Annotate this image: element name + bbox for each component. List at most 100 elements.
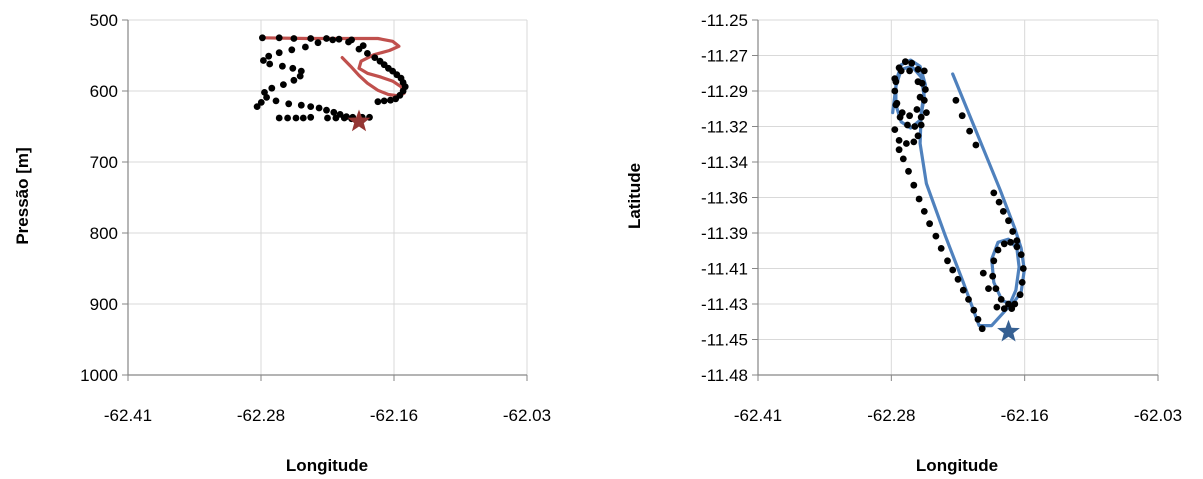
- data-point: [296, 72, 304, 80]
- data-point: [323, 106, 330, 114]
- data-point: [958, 112, 966, 120]
- data-point: [340, 114, 348, 122]
- observation-points: [891, 58, 1027, 333]
- data-point: [387, 96, 394, 104]
- data-point: [1018, 279, 1026, 286]
- data-point: [891, 126, 899, 133]
- data-point: [332, 114, 340, 122]
- tick-labels: 500 600 700 800 900 1000 -62.41 -62.28 -62.16 -62…: [80, 11, 551, 425]
- data-point: [985, 285, 992, 292]
- data-point: [974, 316, 982, 323]
- x-tick-label: -62.28: [237, 406, 285, 425]
- data-point: [965, 296, 972, 303]
- data-point: [916, 93, 924, 101]
- y-tick-label: -11.27: [701, 47, 748, 66]
- y-tick-label: -11.48: [701, 366, 748, 385]
- data-point: [289, 64, 297, 72]
- data-point: [1008, 305, 1016, 312]
- data-point: [970, 306, 978, 314]
- x-tick-label: -62.16: [370, 406, 418, 425]
- data-point: [893, 99, 901, 107]
- data-point: [297, 101, 305, 109]
- data-point: [290, 35, 298, 42]
- y-tick-label: -11.39: [701, 224, 748, 243]
- x-tick-label: -62.03: [503, 406, 551, 425]
- data-point: [903, 140, 910, 147]
- data-point: [260, 57, 267, 64]
- data-point: [1019, 265, 1027, 272]
- data-point: [265, 52, 273, 60]
- data-point: [923, 109, 930, 116]
- data-point: [908, 59, 916, 67]
- data-point: [895, 146, 903, 154]
- pressure-longitude-chart: 500 600 700 800 900 1000 -62.41 -62.28 -62.16 -62…: [13, 11, 551, 475]
- data-point: [364, 50, 371, 57]
- x-axis-title: Longitude: [286, 456, 368, 475]
- data-point: [259, 34, 266, 42]
- axes: [752, 19, 1159, 381]
- data-point: [1013, 243, 1021, 251]
- x-tick-label: -62.41: [734, 406, 782, 425]
- y-tick-label: -11.34: [701, 153, 748, 172]
- data-point: [913, 106, 921, 113]
- data-point: [1005, 217, 1012, 225]
- data-point: [990, 257, 998, 265]
- data-point: [1016, 291, 1024, 299]
- data-point: [263, 94, 270, 101]
- y-tick-label: 700: [90, 153, 118, 172]
- data-point: [906, 112, 913, 120]
- y-axis-title: Latitude: [625, 163, 644, 229]
- data-point: [899, 155, 907, 163]
- data-point: [911, 123, 919, 130]
- data-point: [914, 78, 922, 86]
- data-point: [952, 96, 960, 104]
- data-point: [902, 58, 909, 66]
- x-tick-label: -62.41: [104, 406, 152, 425]
- data-point: [359, 42, 367, 49]
- data-point: [315, 104, 323, 112]
- data-point: [972, 141, 980, 149]
- data-point: [323, 35, 330, 42]
- data-point: [914, 66, 922, 73]
- y-tick-label: -11.41: [701, 260, 748, 279]
- data-point: [1013, 237, 1021, 245]
- data-point: [917, 113, 925, 121]
- data-point: [920, 67, 928, 75]
- data-point: [380, 97, 388, 105]
- data-point: [932, 232, 940, 240]
- y-tick-label: 500: [90, 11, 118, 30]
- data-point: [307, 113, 315, 121]
- observation-points: [253, 34, 409, 123]
- data-point: [992, 285, 1000, 292]
- y-tick-label: -11.43: [701, 295, 748, 314]
- data-point: [292, 114, 300, 122]
- y-tick-label: -11.29: [701, 82, 748, 101]
- data-point: [979, 269, 987, 277]
- data-point: [995, 198, 1003, 206]
- y-tick-label: -11.32: [701, 118, 748, 137]
- data-point: [922, 86, 929, 93]
- data-point: [937, 245, 945, 252]
- star-marker: [997, 319, 1020, 342]
- data-point: [268, 84, 276, 92]
- data-point: [290, 76, 298, 84]
- data-point: [944, 257, 951, 265]
- data-point: [280, 81, 287, 88]
- data-point: [285, 100, 293, 108]
- grid: [758, 19, 1159, 375]
- data-point: [371, 54, 379, 61]
- x-axis-title: Longitude: [916, 456, 998, 475]
- y-tick-label: 900: [90, 295, 118, 314]
- data-point: [307, 103, 315, 110]
- y-tick-label: -11.25: [701, 11, 748, 30]
- data-point: [904, 121, 911, 129]
- y-tick-label: -11.36: [701, 189, 748, 208]
- data-point: [906, 67, 913, 75]
- track-line: [260, 36, 406, 98]
- data-point: [392, 95, 400, 103]
- grid: [128, 19, 528, 375]
- star-marker-shape: [347, 109, 371, 132]
- data-point: [910, 181, 918, 189]
- data-point: [920, 208, 928, 215]
